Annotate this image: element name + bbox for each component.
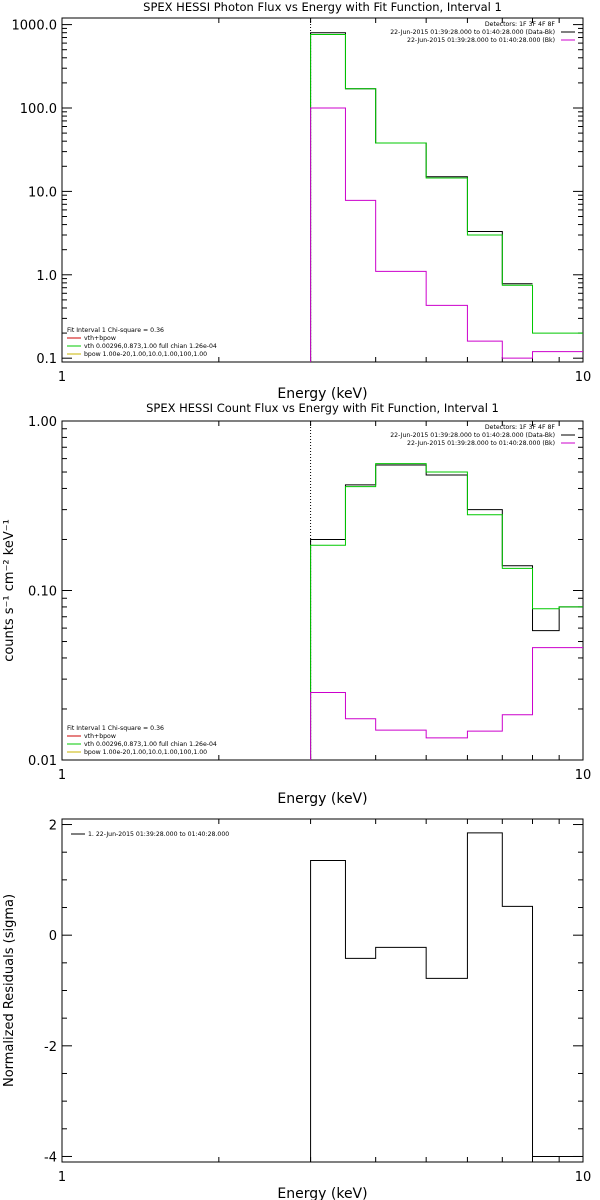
chart-title: SPEX HESSI Count Flux vs Energy with Fit… [146,401,499,415]
x-axis-label: Energy (keV) [277,1186,367,1200]
x-tick-label: 10 [575,768,592,783]
chart-title: SPEX HESSI Photon Flux vs Energy with Fi… [143,0,502,14]
series-data-line [310,464,583,760]
panel-residuals [61,818,584,1163]
y-tick-label: 2 [49,819,57,834]
y-tick-label: 100.0 [20,102,57,117]
series-vth-line [310,34,583,362]
plot-frame [61,818,584,1163]
x-tick-label: 1 [58,370,66,385]
series-bk-line [310,107,583,362]
y-tick-label: -4 [44,1150,57,1165]
plot-frame [61,17,584,363]
fit-legend-line: vth 0.00296,0.873,1.00 full chian 1.26e-… [84,741,217,748]
x-tick-label: 10 [575,370,592,385]
y-tick-label: 0.1 [36,352,57,367]
fit-legend-line: vth 0.00296,0.873,1.00 full chian 1.26e-… [84,343,217,350]
y-tick-label: -2 [44,1040,57,1055]
x-axis-label: Energy (keV) [277,386,367,402]
fit-legend-line: Fit Interval 1 Chi-square = 0.36 [67,327,164,334]
fit-legend-line: vth+bpow [84,335,116,342]
fit-legend-line: bpow 1.00e-20,1.00,10.0,1.00,100,1.00 [84,351,207,358]
residual-legend: 1. 22-Jun-2015 01:39:28.000 to 01:40:28.… [88,831,229,838]
panel-photon [61,17,584,363]
fit-legend-line: bpow 1.00e-20,1.00,10.0,1.00,100,1.00 [84,749,207,756]
x-tick-label: 10 [575,1170,592,1185]
y-tick-label: 0.10 [28,585,57,600]
y-tick-label: 0 [49,929,57,944]
y-tick-label: 1.00 [28,415,57,430]
info-line: 22-Jun-2015 01:39:28.000 to 01:40:28.000… [390,29,555,36]
plot-frame [61,420,584,761]
fit-legend-line: vth+bpow [84,733,116,740]
series-data-line [310,832,583,1162]
x-axis-label: Energy (keV) [277,791,367,807]
series-vth-line [310,463,583,760]
fit-legend-line: Fit Interval 1 Chi-square = 0.36 [67,725,164,732]
x-tick-label: 1 [58,768,66,783]
x-tick-label: 1 [58,1170,66,1185]
y-tick-label: 10.0 [28,185,57,200]
info-line: Detectors: 1F 3F 4F 8F [485,21,556,28]
series-bk-line [310,647,583,760]
y-tick-label: 1000.0 [12,19,58,34]
info-line: 22-Jun-2015 01:39:28.000 to 01:40:28.000… [407,37,555,44]
y-tick-label: 0.01 [28,754,57,769]
info-line: Detectors: 1F 3F 4F 8F [485,424,556,431]
info-line: 22-Jun-2015 01:39:28.000 to 01:40:28.000… [390,432,555,439]
panel-count [61,420,584,761]
y-tick-label: 1.0 [36,269,57,284]
series-fit_total-line [310,32,533,362]
y-axis-label: Normalized Residuals (sigma) [2,894,17,1087]
info-line: 22-Jun-2015 01:39:28.000 to 01:40:28.000… [407,440,555,447]
y-axis-label: counts s⁻¹ cm⁻² keV⁻¹ [2,519,17,662]
